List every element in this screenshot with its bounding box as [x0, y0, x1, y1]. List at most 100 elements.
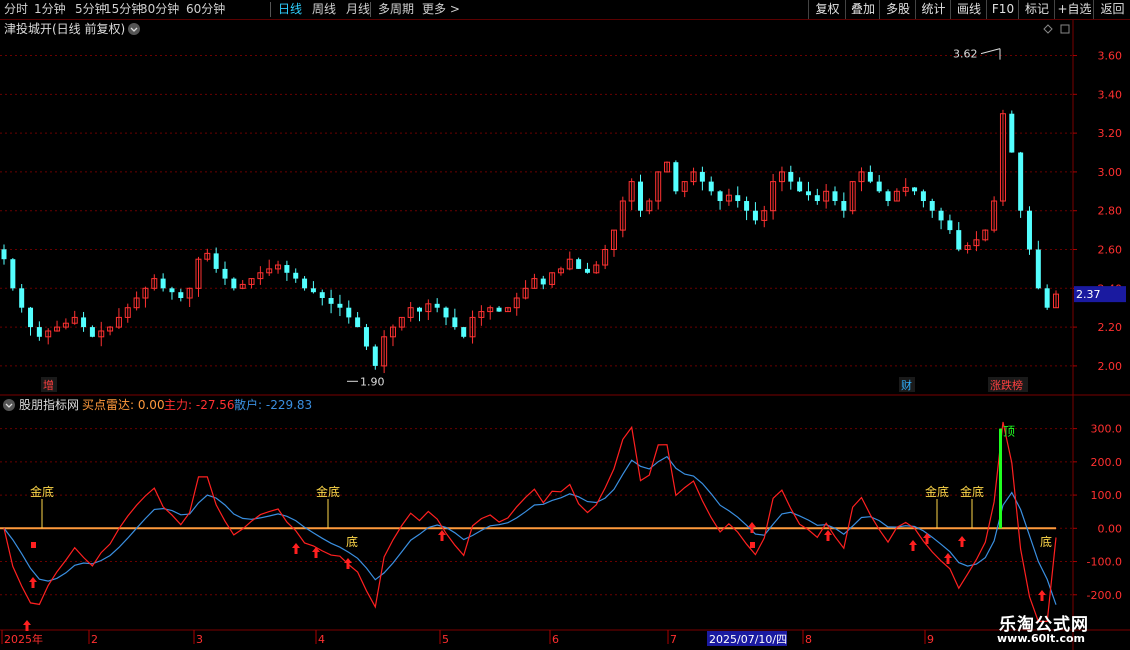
- buy-arrow-icon: [23, 620, 31, 631]
- period-tab-6[interactable]: 日线: [278, 2, 303, 16]
- indicator-tick-label-2: 100.0: [1091, 489, 1123, 502]
- candle-body-up: [266, 268, 273, 274]
- candle-body-up: [98, 330, 105, 338]
- signal-square: [31, 542, 36, 548]
- candle-body-up: [513, 297, 520, 309]
- signal-square: [750, 542, 755, 548]
- period-tab-2[interactable]: 5分钟: [75, 2, 107, 16]
- title-dropdown-icon[interactable]: [128, 23, 140, 35]
- price-tick-label-1: 3.40: [1098, 88, 1123, 101]
- candle-body-down: [213, 253, 219, 269]
- candle-body-up: [664, 161, 671, 173]
- candle-body-down: [461, 327, 467, 337]
- period-tab-9[interactable]: 多周期: [378, 2, 415, 16]
- candle-body-down: [673, 162, 679, 192]
- watermark-title: 乐淘公式网: [999, 615, 1089, 635]
- window-icon[interactable]: [1060, 24, 1070, 34]
- candle-body-up: [186, 287, 193, 299]
- candle-body-down: [19, 288, 25, 308]
- candle-body-down: [328, 298, 334, 304]
- candle-body-down: [89, 327, 95, 337]
- buy-arrow-icon: [438, 530, 446, 541]
- candle-body-up: [681, 181, 688, 192]
- candle-body-up: [115, 316, 122, 328]
- candle-body-down: [36, 327, 42, 337]
- candle-body-down: [1018, 152, 1024, 211]
- chart-area[interactable]: 3.603.403.203.002.802.602.402.202.00津投城开…: [0, 20, 1130, 650]
- candle-body-down: [938, 210, 944, 221]
- current-price-label: 2.37: [1076, 288, 1101, 301]
- badge-bg: [988, 377, 1028, 392]
- candle-body-up: [893, 190, 900, 202]
- buy-arrow-icon: [824, 530, 832, 541]
- candle-body-up: [628, 181, 635, 202]
- toolbar-button-6[interactable]: +自选: [1054, 0, 1094, 19]
- period-tab-0[interactable]: 分时: [4, 2, 29, 16]
- candle-body-up: [991, 200, 998, 231]
- price-tick-label-5: 2.60: [1098, 244, 1123, 257]
- badge-bg: [899, 377, 915, 392]
- candle-body-down: [805, 191, 811, 196]
- candle-body-up: [248, 278, 255, 285]
- candle-body-up: [902, 186, 909, 192]
- high-price-label: 3.62: [953, 48, 978, 61]
- watermark-logo: 乐淘公式网 www.60lt.com: [975, 606, 1130, 650]
- toolbar-button-4[interactable]: 画线: [950, 0, 987, 19]
- toolbar-button-2[interactable]: 多股: [879, 0, 916, 19]
- price-tick-label-4: 2.80: [1098, 205, 1123, 218]
- mark-button[interactable]: 标记: [1018, 0, 1055, 19]
- toolbar-button-3[interactable]: 统计: [915, 0, 951, 19]
- indicator-tick-label-5: -200.0: [1087, 589, 1122, 602]
- candle-body-up: [858, 171, 865, 183]
- candle-body-down: [797, 181, 803, 192]
- period-tab-3[interactable]: 15分钟: [104, 2, 144, 16]
- toolbar-button-1[interactable]: 叠加: [845, 0, 880, 19]
- candle-body-up: [999, 113, 1006, 202]
- candle-body-down: [10, 259, 16, 289]
- cursor-date-box: [707, 631, 787, 646]
- buy-arrow-icon: [958, 536, 966, 547]
- candle-body-up: [646, 200, 653, 212]
- period-tab-4[interactable]: 30分钟: [140, 2, 180, 16]
- candle-body-down: [717, 191, 723, 202]
- candle-body-up: [487, 307, 494, 313]
- golden-bottom-label-2: 金底: [925, 484, 949, 499]
- toolbar-button-5[interactable]: F10: [986, 0, 1019, 19]
- period-tab-10[interactable]: 更多 >: [422, 2, 460, 16]
- candle-body-up: [655, 171, 662, 202]
- candle-body-down: [231, 278, 237, 289]
- badge-bg: [41, 377, 57, 392]
- period-tab-8[interactable]: 月线: [346, 2, 371, 16]
- candle-body-down: [752, 210, 758, 221]
- indicator-tick-label-4: -100.0: [1087, 556, 1122, 569]
- toolbar-button-0[interactable]: 复权: [808, 0, 846, 19]
- golden-bottom-label-0: 金底: [30, 484, 54, 499]
- candle-body-down: [319, 292, 325, 299]
- badge-0: 增: [43, 378, 54, 392]
- candle-body-down: [1044, 288, 1050, 308]
- diamond-icon[interactable]: [1043, 24, 1053, 34]
- indicator-dropdown-icon[interactable]: [3, 399, 15, 411]
- cursor-date-label: 2025/07/10/四: [709, 633, 787, 646]
- buy-arrow-icon: [748, 522, 756, 533]
- period-tab-7[interactable]: 周线: [312, 2, 337, 16]
- candle-body-up: [610, 229, 617, 251]
- period-tab-1[interactable]: 1分钟: [34, 2, 66, 16]
- candle-body-down: [947, 220, 953, 231]
- chevron-down-icon: [130, 27, 138, 32]
- candle-body-down: [284, 265, 290, 273]
- main-force-line: [3, 421, 1057, 623]
- candle-body-up: [531, 278, 538, 289]
- candle-body-up: [964, 245, 971, 251]
- candle-body-up: [425, 303, 432, 313]
- chevron-down-icon: [5, 403, 13, 408]
- toolbar-button-7[interactable]: 返回: [1093, 0, 1130, 19]
- period-tab-5[interactable]: 60分钟: [186, 2, 226, 16]
- candle-body-down: [302, 278, 308, 289]
- buy-arrow-icon: [944, 553, 952, 564]
- price-tick-label-8: 2.00: [1098, 360, 1123, 373]
- candle-body-up: [195, 258, 202, 289]
- candle-body-down: [638, 181, 644, 211]
- candle-body-down: [929, 201, 935, 211]
- current-price-box: [1074, 286, 1126, 303]
